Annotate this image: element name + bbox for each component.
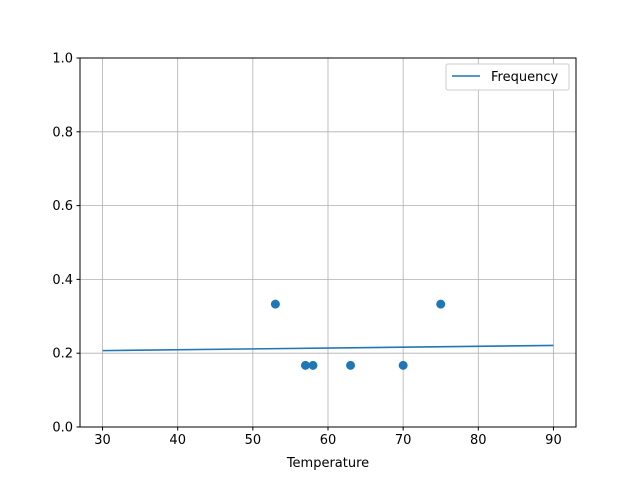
x-tick-label: 60 [320, 433, 337, 448]
marks [102, 299, 554, 370]
legend-box [445, 63, 570, 91]
ticks: 30 40 50 60 70 80 90 0.0 0.2 0.4 0.6 0.8 1.0 [52, 52, 561, 449]
scatter-point [436, 299, 446, 309]
frequency-line [102, 344, 554, 352]
scatter-point [308, 360, 318, 370]
x-tick-label: 30 [94, 433, 111, 448]
y-tick-label: 0.2 [52, 347, 73, 362]
x-tick-label: 50 [245, 433, 262, 448]
scatter-point [398, 360, 408, 370]
x-tick-label: 40 [169, 433, 186, 448]
legend: Frequency [445, 63, 570, 91]
y-tick-label: 0.4 [52, 273, 73, 288]
y-tick-label: 0.0 [52, 421, 73, 436]
x-tick-label: 70 [395, 433, 412, 448]
scatter-point [270, 299, 280, 309]
x-tick-label: 80 [470, 433, 487, 448]
x-tick-label: 90 [545, 433, 562, 448]
x-axis-label: Temperature [286, 456, 369, 471]
y-tick-label: 0.8 [52, 125, 73, 140]
scatter-point [300, 360, 310, 370]
y-tick-label: 0.6 [52, 199, 73, 214]
legend-label: Frequency [491, 70, 558, 85]
y-tick-label: 1.0 [52, 52, 73, 67]
scatter-point [346, 360, 356, 370]
grid [80, 57, 576, 428]
